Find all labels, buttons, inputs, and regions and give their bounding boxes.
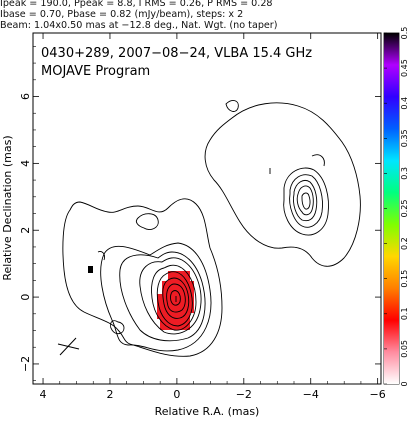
x-tick-label: 2 bbox=[106, 388, 113, 401]
contours-extended bbox=[62, 198, 223, 357]
small-patch bbox=[88, 266, 93, 273]
colorbar-tick-label: 0.15 bbox=[400, 270, 409, 288]
x-axis-label: Relative R.A. (mas) bbox=[155, 405, 260, 418]
colorbar-tick-label: 0.1 bbox=[400, 307, 409, 320]
plot-title: 0430+289, 2007−08−24, VLBA 15.4 GHz bbox=[41, 46, 312, 61]
x-tick-label: 4 bbox=[40, 388, 47, 401]
colorbar-tick-label: 0.2 bbox=[400, 237, 409, 250]
y-tick-label: 6 bbox=[19, 93, 32, 100]
y-tick-label: 2 bbox=[19, 227, 32, 234]
x-axis-ticks: 4 2 0 −2 −4 −6 bbox=[40, 33, 386, 401]
colorbar-tick-label: 0 bbox=[400, 381, 409, 386]
colorbar: 0 0.05 0.1 0.15 0.2 0.25 0.3 0.35 0.4 0.45 0.5 bbox=[384, 27, 409, 387]
colorbar-tick-label: 0.05 bbox=[400, 340, 409, 358]
colorbar-tick-label: 0.25 bbox=[400, 200, 409, 218]
colorbar-tick-label: 0.3 bbox=[400, 167, 409, 180]
y-tick-label: −2 bbox=[19, 356, 32, 372]
plot-frame bbox=[32, 32, 382, 385]
y-axis-label: Relative Declination (mas) bbox=[1, 135, 14, 280]
y-tick-label: 0 bbox=[19, 294, 32, 301]
header-line-3: Beam: 1.04x0.50 mas at −12.8 deg., Nat. … bbox=[0, 20, 278, 31]
contours-jet bbox=[204, 100, 361, 267]
header-line-2: Ibase = 0.70, Pbase = 0.82 (mJy/beam), s… bbox=[0, 9, 244, 20]
x-tick-label: −4 bbox=[303, 388, 319, 401]
colorbar-tick-label: 0.35 bbox=[400, 129, 409, 147]
plot-subtitle: MOJAVE Program bbox=[41, 64, 150, 79]
contours-core bbox=[100, 242, 212, 352]
y-axis-ticks: −2 0 2 4 6 bbox=[19, 46, 381, 381]
colorbar-tick-label: 0.4 bbox=[400, 97, 409, 110]
x-tick-label: −2 bbox=[236, 388, 252, 401]
colorbar-tick-label: 0.45 bbox=[400, 59, 409, 77]
header-line-1: Ipeak = 190.0, Ppeak = 8.8, I RMS = 0.26… bbox=[0, 0, 273, 9]
y-tick-label: 4 bbox=[19, 160, 32, 167]
beam-cross bbox=[57, 337, 80, 356]
colorbar-tick-label: 0.5 bbox=[400, 27, 409, 40]
colorbar-gradient bbox=[384, 33, 399, 384]
x-tick-label: 0 bbox=[173, 388, 180, 401]
x-tick-label: −6 bbox=[370, 388, 386, 401]
